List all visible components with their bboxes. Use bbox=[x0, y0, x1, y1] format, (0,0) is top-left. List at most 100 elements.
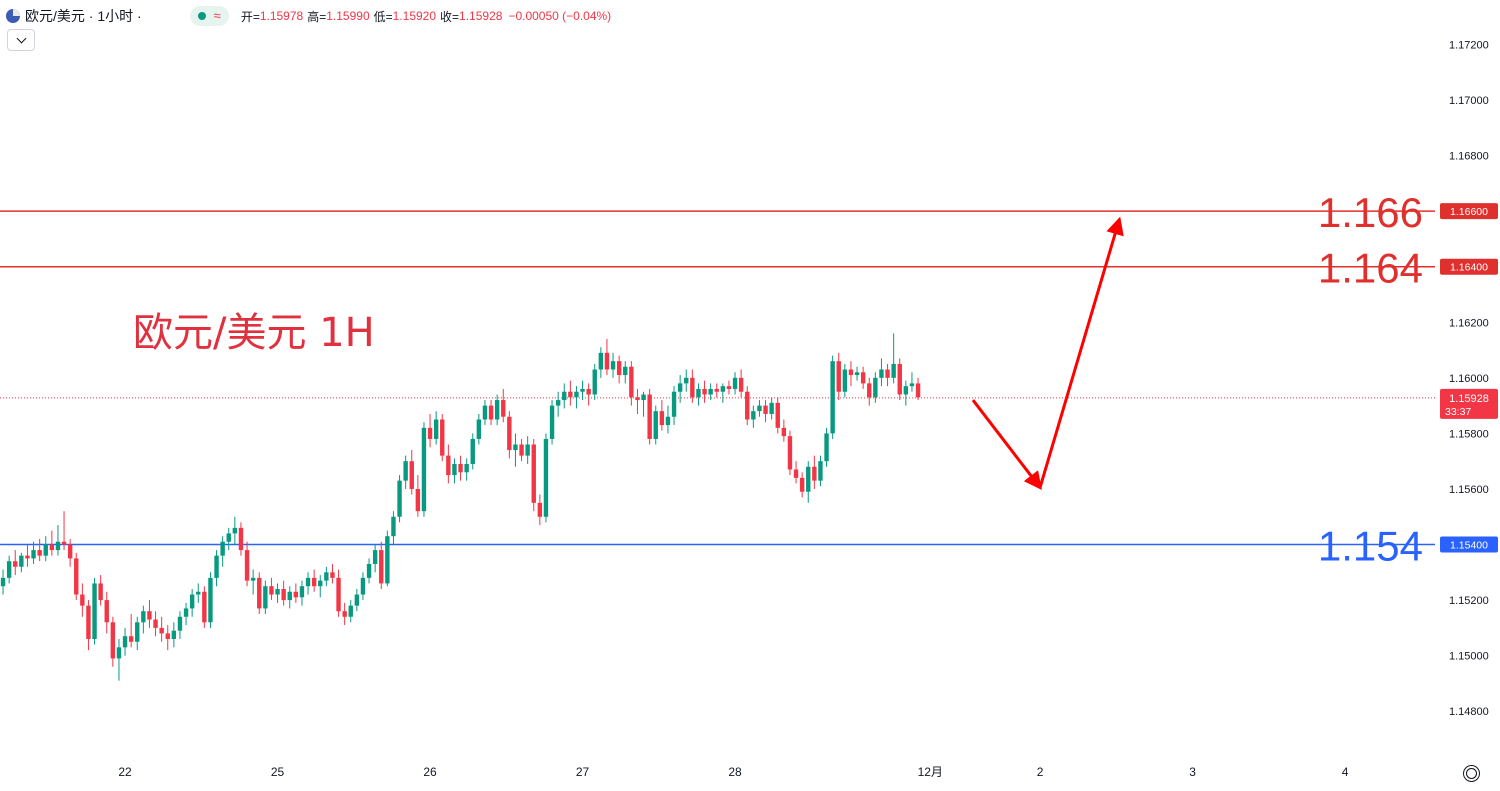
candle bbox=[171, 622, 177, 648]
open-label: 开= bbox=[240, 9, 260, 24]
candle bbox=[324, 566, 329, 587]
candle bbox=[799, 472, 805, 498]
y-tick-label: 1.15200 bbox=[1449, 595, 1489, 607]
candle-body bbox=[909, 383, 915, 387]
candle bbox=[147, 600, 152, 628]
candle-body bbox=[257, 577, 262, 609]
y-tick-label: 1.16200 bbox=[1449, 317, 1489, 329]
candle bbox=[348, 600, 353, 623]
candle-body bbox=[726, 386, 732, 389]
candle-body bbox=[854, 372, 860, 376]
candle-body bbox=[464, 463, 469, 473]
y-tick-label: 1.16800 bbox=[1449, 151, 1489, 163]
candle-body bbox=[732, 377, 738, 389]
candle-body bbox=[574, 391, 579, 398]
candle-body bbox=[366, 563, 372, 578]
symbol-title[interactable]: 欧元/美元 · 1小时 · bbox=[25, 8, 142, 24]
candle-body bbox=[110, 622, 116, 659]
candle-body bbox=[208, 577, 213, 623]
candle-body bbox=[226, 533, 231, 542]
candle bbox=[568, 380, 573, 406]
candle bbox=[177, 611, 183, 639]
candle bbox=[440, 413, 445, 462]
candle bbox=[775, 397, 780, 434]
candle-body bbox=[775, 402, 780, 428]
y-tick-label: 1.17200 bbox=[1449, 39, 1489, 51]
candle-body bbox=[751, 411, 756, 420]
candle bbox=[488, 400, 494, 426]
candle-body bbox=[470, 438, 475, 464]
change-value: −0.00050 (−0.04%) bbox=[508, 9, 612, 23]
candle bbox=[635, 388, 640, 414]
candle bbox=[751, 405, 756, 428]
candle bbox=[482, 400, 488, 426]
candle bbox=[793, 461, 799, 484]
y-tick-label: 1.15800 bbox=[1449, 428, 1489, 440]
candle bbox=[714, 383, 719, 398]
candle bbox=[67, 538, 73, 567]
candle bbox=[372, 544, 378, 573]
candle bbox=[128, 613, 134, 648]
candle-body bbox=[165, 633, 170, 639]
candle-body bbox=[19, 555, 24, 567]
level-label: 1.164 bbox=[1318, 245, 1423, 292]
candle-body bbox=[147, 611, 152, 620]
candle bbox=[391, 511, 396, 545]
market-open-dot-icon bbox=[197, 12, 206, 20]
level-badge-label: 1.15400 bbox=[1450, 540, 1488, 552]
legend-bar: 欧元/美元 · 1小时 · ≈ 开= 1.15978 高= 1.15990 低= 1.… bbox=[6, 6, 611, 26]
candle bbox=[293, 583, 299, 603]
candle-body bbox=[135, 622, 140, 642]
candle bbox=[196, 583, 201, 603]
x-tick-label: 2 bbox=[1037, 765, 1044, 779]
x-tick-label: 22 bbox=[118, 765, 132, 779]
candle bbox=[720, 383, 726, 403]
gear-icon bbox=[1465, 767, 1477, 779]
close-value: 1.15928 bbox=[459, 9, 503, 23]
candle bbox=[574, 386, 579, 409]
candle bbox=[604, 338, 610, 376]
candle-body bbox=[915, 383, 921, 398]
candle-body bbox=[867, 383, 872, 398]
candle bbox=[629, 361, 634, 406]
candle bbox=[641, 391, 646, 417]
market-status-pill[interactable]: ≈ bbox=[189, 6, 229, 26]
horizontal-levels: 1.166 1.164 1.154 bbox=[0, 189, 1435, 570]
candle bbox=[31, 541, 36, 564]
candle-body bbox=[427, 427, 433, 439]
candle bbox=[732, 372, 738, 395]
candle-body bbox=[830, 361, 835, 434]
candle bbox=[885, 363, 890, 387]
candle bbox=[806, 461, 811, 503]
candle-body bbox=[616, 361, 622, 376]
candle bbox=[25, 544, 30, 567]
candle bbox=[433, 411, 439, 445]
candle bbox=[446, 444, 451, 484]
candle bbox=[43, 536, 48, 562]
candle bbox=[385, 530, 390, 587]
candle-body bbox=[690, 377, 695, 398]
candle-body bbox=[507, 416, 512, 451]
candle-body bbox=[787, 436, 793, 470]
candle-body bbox=[397, 480, 402, 517]
chart-settings-button[interactable] bbox=[1461, 763, 1481, 783]
y-tick-label: 1.17000 bbox=[1449, 95, 1489, 107]
candle-body bbox=[653, 411, 658, 439]
x-tick-label: 3 bbox=[1189, 765, 1196, 779]
candle bbox=[909, 372, 915, 392]
candle bbox=[165, 625, 170, 651]
current-price-badge bbox=[1440, 388, 1498, 419]
candle-body bbox=[37, 550, 42, 556]
candle bbox=[299, 580, 305, 606]
candle bbox=[830, 355, 835, 439]
candle bbox=[61, 511, 67, 551]
y-tick-label: 1.15600 bbox=[1449, 484, 1489, 496]
candle-body bbox=[525, 444, 530, 456]
level-badge-label: 1.16400 bbox=[1450, 262, 1488, 274]
candle-body bbox=[446, 455, 451, 476]
candle bbox=[848, 361, 854, 387]
candle-body bbox=[275, 588, 280, 595]
collapse-legend-button[interactable] bbox=[7, 29, 35, 51]
candle bbox=[281, 580, 286, 606]
